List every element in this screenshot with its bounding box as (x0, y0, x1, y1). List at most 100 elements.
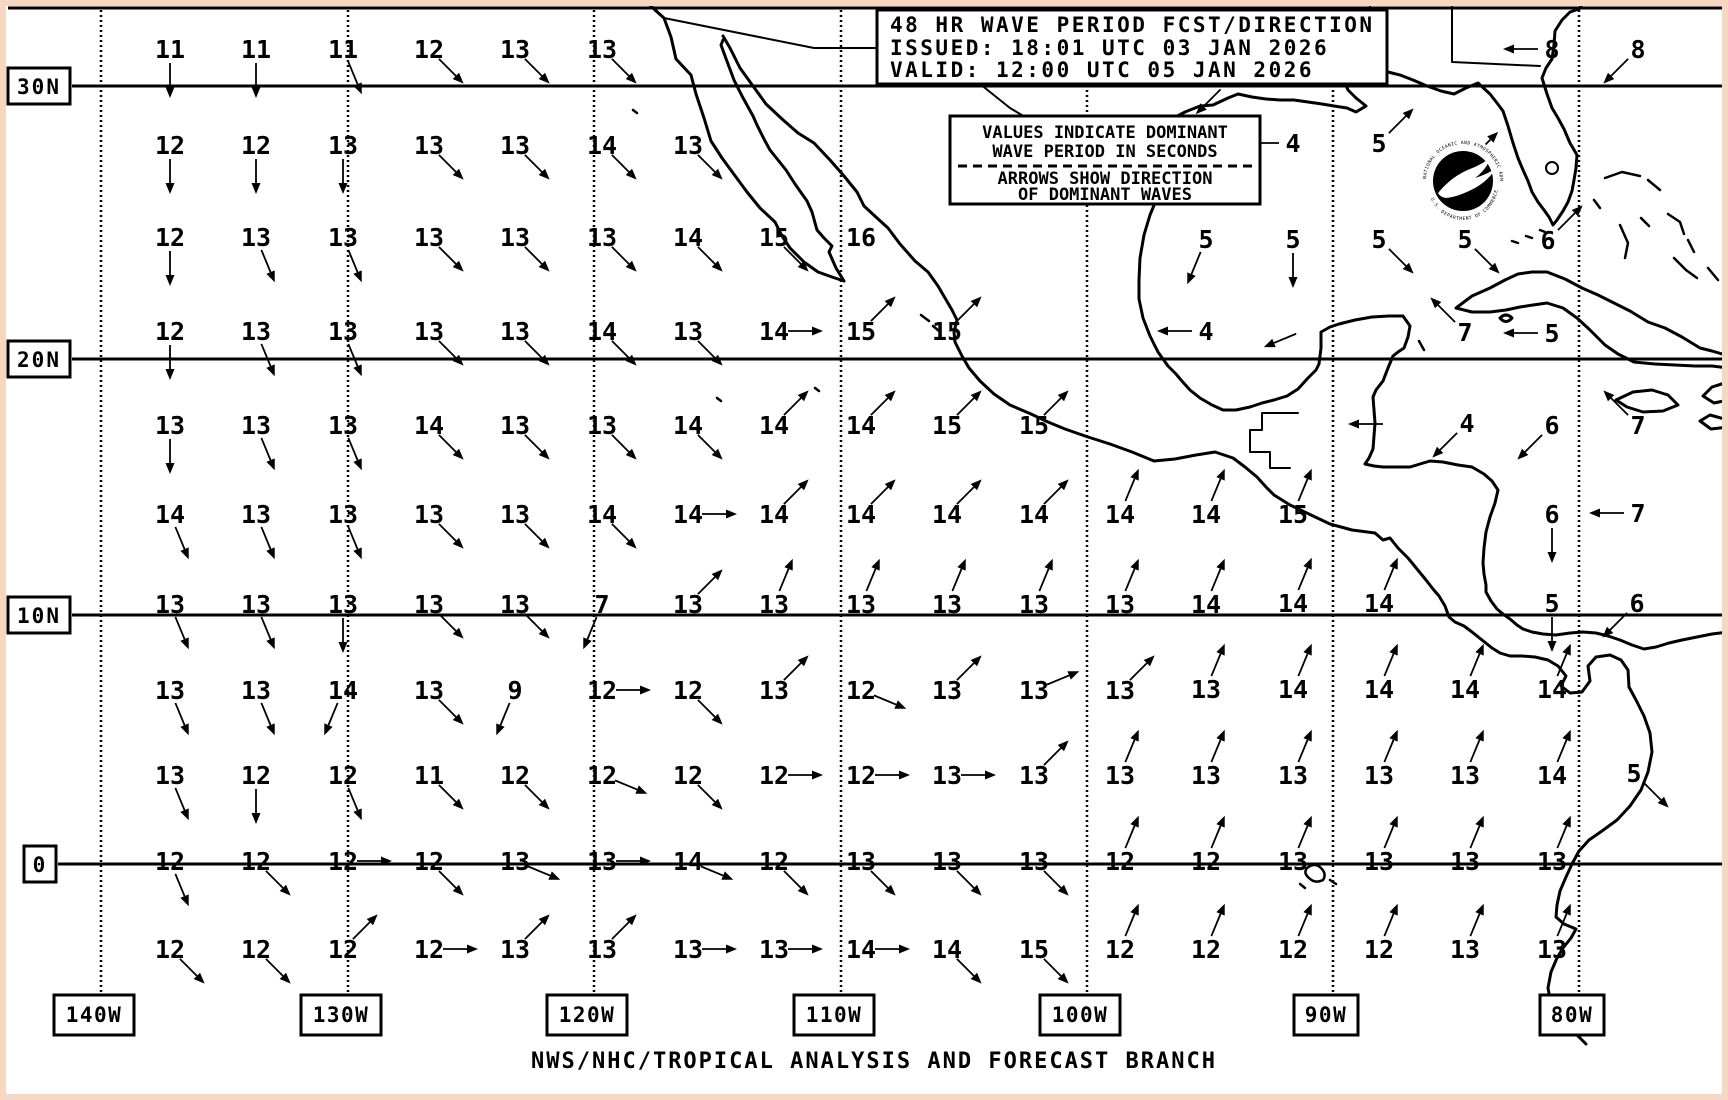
wave-direction-arrow (1124, 568, 1136, 592)
wave-direction-arrowhead (1057, 884, 1069, 896)
wave-direction-arrowhead (894, 700, 907, 709)
wave-direction-arrowhead (784, 558, 793, 571)
wave-direction-arrow (956, 397, 975, 416)
coast-mexico-gulf-yucatan-caribbean (1137, 196, 1722, 651)
wave-direction-arrow (179, 958, 198, 977)
wave-direction-arrowhead (1130, 729, 1139, 742)
wave-direction-arrow (1556, 825, 1568, 849)
wave-direction-arrowhead (957, 558, 966, 571)
wave-direction-arrow (347, 343, 359, 367)
coast-hispaniola (1698, 382, 1722, 431)
wave-period-value: 14 (1191, 500, 1221, 529)
wave-direction-arrow (611, 246, 630, 265)
wave-period-value: 12 (155, 317, 185, 346)
wave-direction-arrowhead (324, 723, 333, 736)
map-page: 11 11 11 12 13 13 8 8 12 12 13 13 13 14 13 4 5 12 13 13 13 13… (6, 6, 1722, 1094)
wave-direction-arrow (438, 613, 457, 632)
wave-period-value: 14 (846, 500, 876, 529)
lat-label-box-10N (6, 595, 72, 635)
wave-direction-arrow (174, 702, 186, 726)
wave-direction-arrowhead (721, 871, 734, 880)
wave-period-value: 14 (1537, 761, 1567, 790)
wave-direction-arrowhead (884, 390, 896, 402)
wave-period-value: 13 (328, 223, 358, 252)
wave-direction-arrowhead (1130, 815, 1139, 828)
wave-direction-arrow (327, 702, 339, 726)
wave-direction-arrowhead (797, 884, 809, 896)
wave-direction-arrowhead (1303, 903, 1312, 916)
wave-direction-arrowhead (711, 798, 723, 810)
wave-direction-arrow (260, 526, 272, 550)
coast-us-gulf-florida-atlantic (1145, 6, 1583, 227)
wave-period-value: 14 (328, 676, 358, 705)
wave-direction-arrow (1383, 913, 1395, 937)
wave-direction-arrow (956, 303, 975, 322)
wave-period-value: 15 (932, 411, 962, 440)
wave-period-value: 15 (1278, 500, 1308, 529)
wave-direction-arrow (1190, 251, 1202, 275)
wave-direction-arrowhead (1602, 626, 1614, 638)
wave-direction-arrowhead (711, 168, 723, 180)
wave-direction-arrowhead (538, 72, 550, 84)
wave-direction-arrow (524, 154, 543, 173)
lake-okeechobee (1545, 161, 1559, 175)
chart-title: 48 HR WAVE PERIOD FCST/DIRECTION (890, 13, 1375, 37)
wave-direction-arrowhead (366, 914, 378, 926)
wave-direction-arrowhead (538, 537, 550, 549)
wave-direction-arrowhead (548, 871, 561, 880)
wave-period-value: 13 (241, 590, 271, 619)
wave-direction-arrowhead (635, 785, 648, 794)
wave-period-value: 14 (759, 500, 789, 529)
wave-period-value: 13 (759, 676, 789, 705)
wave-direction-arrow (1297, 653, 1309, 677)
wave-direction-arrowhead (1348, 419, 1359, 429)
coastlines (631, 6, 1722, 1046)
wave-direction-arrowhead (165, 463, 175, 474)
wave-direction-arrowhead (496, 723, 505, 736)
wave-direction-arrowhead (452, 627, 464, 639)
wave-direction-arrowhead (1303, 643, 1312, 656)
wave-direction-arrowhead (1571, 205, 1583, 217)
wave-period-value: 13 (328, 411, 358, 440)
wave-period-value: 11 (328, 35, 358, 64)
wave-period-value: 5 (1371, 225, 1386, 254)
us-state-borders (1369, 6, 1541, 73)
wave-direction-arrow (347, 249, 359, 273)
wave-direction-arrow (783, 662, 802, 681)
wave-period-value: 14 (1019, 500, 1049, 529)
wave-direction-arrow (1469, 653, 1481, 677)
wave-period-value: 11 (241, 35, 271, 64)
wave-direction-arrow (697, 784, 716, 803)
wave-period-value: 6 (1540, 226, 1555, 255)
wave-period-value: 13 (673, 590, 703, 619)
wave-direction-arrowhead (812, 944, 823, 954)
border-belize-guatemala (1249, 412, 1299, 469)
wave-period-value: 13 (241, 411, 271, 440)
wave-period-value: 13 (155, 761, 185, 790)
wave-direction-arrow (1297, 567, 1309, 591)
wave-direction-arrowhead (1389, 815, 1398, 828)
wave-direction-arrow (1439, 432, 1458, 451)
wave-period-value: 13 (1278, 761, 1308, 790)
lon-label-100W: 100W (1052, 1003, 1109, 1027)
wave-direction-arrow (1124, 478, 1136, 502)
wave-direction-arrowhead (1216, 729, 1225, 742)
wave-direction-arrow (438, 246, 457, 265)
wave-direction-arrow (697, 340, 716, 359)
wave-direction-arrow (174, 616, 186, 640)
wave-direction-arrowhead (1475, 643, 1484, 656)
wave-period-value: 7 (594, 590, 609, 619)
wave-direction-arrowhead (538, 798, 550, 810)
wave-period-value: 12 (241, 761, 271, 790)
wave-period-value: 12 (328, 761, 358, 790)
wave-period-value: 14 (759, 317, 789, 346)
wave-period-value: 12 (587, 676, 617, 705)
wave-direction-arrowhead (1067, 671, 1080, 680)
wave-direction-arrowhead (1402, 108, 1414, 120)
lon-label-140W: 140W (66, 1003, 123, 1027)
wave-direction-arrowhead (538, 260, 550, 272)
wave-period-value: 12 (1191, 935, 1221, 964)
wave-direction-arrow (1556, 739, 1568, 763)
lon-label-box-120W (545, 993, 629, 1037)
wave-direction-arrow (586, 616, 598, 640)
